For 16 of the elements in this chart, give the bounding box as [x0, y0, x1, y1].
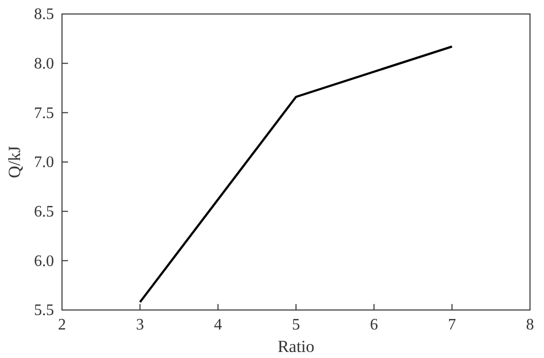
- x-tick-label: 4: [214, 316, 222, 334]
- y-tick-label: 5.5: [34, 302, 54, 320]
- y-tick-label: 6.0: [34, 252, 54, 270]
- y-tick-label: 7.5: [34, 104, 54, 122]
- x-tick-label: 8: [526, 316, 534, 334]
- y-tick-label: 8.0: [34, 55, 54, 72]
- x-axis-title: Ratio: [278, 337, 314, 356]
- y-tick-label: 7.0: [34, 154, 54, 172]
- x-tick-label: 2: [58, 316, 66, 334]
- x-tick-label: 5: [292, 316, 300, 334]
- x-tick-label: 3: [136, 316, 144, 334]
- x-tick-label: 6: [370, 316, 378, 334]
- x-tick-label: 7: [448, 316, 456, 334]
- y-tick-label: 8.5: [34, 6, 54, 24]
- y-axis-title: Q/kJ: [5, 146, 24, 178]
- y-tick-label: 6.5: [34, 203, 54, 220]
